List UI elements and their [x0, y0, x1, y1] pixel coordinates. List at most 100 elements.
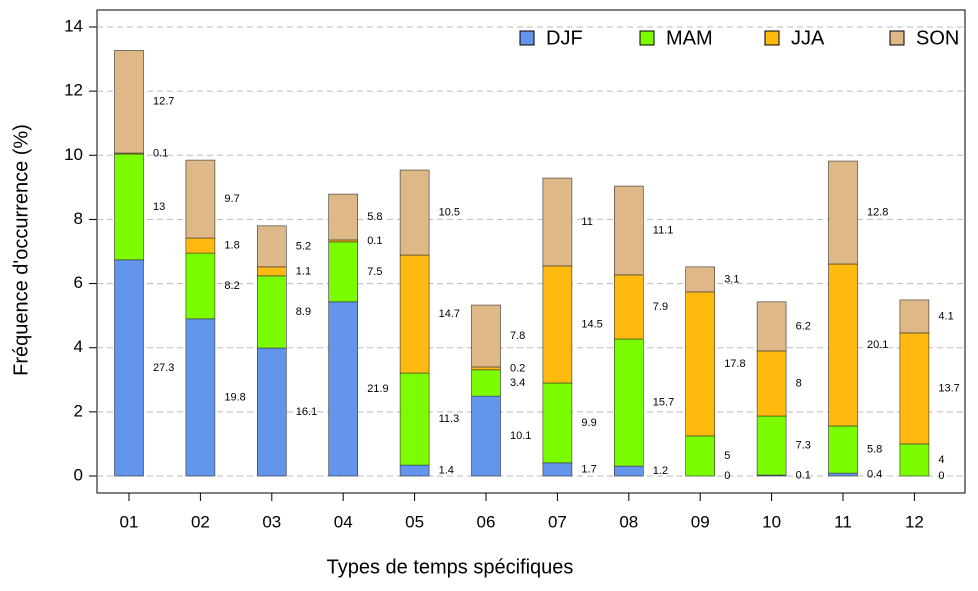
segment-annotation: 13: [153, 201, 165, 213]
bar-segment: [613, 274, 644, 340]
legend-swatch: [639, 30, 655, 46]
segment-annotation: 11: [581, 216, 592, 228]
bar-segment: [256, 266, 287, 277]
y-axis-label: Fréquence d'occurrence (%): [10, 124, 32, 376]
bar-segment: [756, 415, 787, 476]
segment-annotation: 7.5: [367, 266, 382, 278]
bar-segment: [185, 159, 216, 239]
segment-annotation: 7.8: [510, 330, 525, 342]
y-tick-label: 10: [64, 145, 83, 164]
segment-annotation: 12.8: [867, 206, 888, 218]
bar-segment: [613, 338, 644, 467]
segment-annotation: 3.4: [510, 377, 525, 389]
bar-segment: [399, 169, 430, 256]
segment-annotation: 16.1: [296, 406, 317, 418]
segment-annotation: 0: [938, 470, 944, 482]
bar-segment: [471, 369, 501, 397]
y-tick-label: 14: [64, 16, 83, 35]
segment-annotation: 1.7: [581, 463, 596, 475]
bar-segment: [328, 193, 359, 241]
bar-segment: [828, 425, 858, 474]
segment-annotation: 13.7: [938, 382, 959, 394]
bar-segment: [185, 318, 216, 477]
legend-label: SON: [916, 27, 959, 49]
bar-segment: [328, 241, 359, 303]
bar-segment: [185, 237, 216, 254]
bar-segment: [899, 299, 930, 334]
segment-annotation: 4: [938, 454, 944, 466]
segment-annotation: 14.5: [581, 318, 602, 330]
segment-annotation: 17.8: [724, 358, 745, 370]
x-tick-label: 11: [834, 512, 852, 531]
bar-segment: [114, 153, 144, 261]
y-tick-label: 6: [74, 273, 83, 292]
segment-annotation: 5.8: [367, 211, 382, 223]
segment-annotation: 21.9: [367, 383, 388, 395]
legend-label: JJA: [791, 27, 825, 49]
y-tick-label: 12: [64, 81, 83, 100]
x-tick-label: 02: [191, 512, 210, 531]
bar-segment: [114, 50, 144, 154]
segment-annotation: 7.3: [796, 439, 811, 451]
x-tick-label: 08: [619, 512, 638, 531]
legend-swatch: [764, 30, 780, 46]
bar-segment: [756, 301, 787, 352]
y-tick-label: 0: [74, 465, 83, 484]
segment-annotation: 7.9: [653, 301, 668, 313]
bar-segment: [899, 443, 930, 477]
bar-segment: [185, 252, 216, 320]
y-tick-label: 4: [74, 337, 83, 356]
segment-annotation: 9.7: [224, 193, 239, 205]
x-tick-label: 09: [691, 512, 710, 531]
segment-annotation: 9.9: [581, 417, 596, 429]
bar-segment: [685, 266, 716, 293]
segment-annotation: 0.4: [867, 468, 882, 480]
legend-label: MAM: [666, 27, 713, 49]
bar-segment: [542, 177, 573, 267]
segment-annotation: 10.1: [510, 430, 531, 442]
bar-segment: [256, 275, 287, 349]
bar-segment: [471, 366, 501, 371]
bar-segment: [256, 347, 287, 477]
bar-segment: [471, 304, 501, 368]
segment-annotation: 1.8: [224, 239, 239, 251]
segment-annotation: 1.1: [296, 265, 311, 277]
x-tick-label: 05: [405, 512, 424, 531]
segment-annotation: 1.4: [439, 464, 454, 476]
bar-segment: [613, 185, 644, 276]
x-tick-label: 06: [477, 512, 496, 531]
segment-annotation: 1.2: [653, 465, 668, 477]
bar-segment: [828, 263, 858, 427]
y-tick-label: 2: [74, 401, 83, 420]
segment-annotation: 19.8: [224, 391, 245, 403]
x-tick-label: 03: [262, 512, 281, 531]
bar-segment: [471, 395, 501, 477]
x-tick-label: 10: [762, 512, 781, 531]
segment-annotation: 8: [796, 377, 802, 389]
segment-annotation: 0: [724, 470, 730, 482]
segment-annotation: 11.3: [439, 413, 460, 425]
legend-swatch: [889, 30, 905, 46]
segment-annotation: 4.1: [938, 310, 953, 322]
bar-segment: [542, 382, 573, 464]
segment-annotation: 3.1: [724, 273, 739, 285]
segment-annotation: 10.5: [439, 206, 460, 218]
segment-annotation: 0.1: [153, 147, 168, 159]
bar-segment: [399, 254, 430, 374]
bar-segment: [542, 462, 573, 477]
bar-segment: [685, 435, 716, 477]
segment-annotation: 11.1: [653, 224, 674, 236]
x-axis-label: Types de temps spécifiques: [327, 556, 574, 578]
x-tick-label: 07: [548, 512, 567, 531]
legend-swatch: [519, 30, 535, 46]
bar-segment: [542, 265, 573, 384]
segment-annotation: 5: [724, 450, 730, 462]
legend-label: DJF: [546, 27, 583, 49]
plot-frame: [96, 9, 966, 494]
segment-annotation: 5.8: [867, 443, 882, 455]
bar-segment: [756, 350, 787, 417]
bar-segment: [114, 259, 144, 477]
segment-annotation: 0.1: [796, 469, 811, 481]
segment-annotation: 15.7: [653, 396, 674, 408]
bar-segment: [828, 160, 858, 265]
